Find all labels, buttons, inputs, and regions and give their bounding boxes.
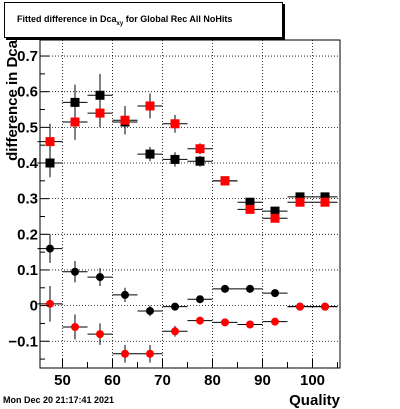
data-point-square: [45, 137, 55, 147]
data-point-circle: [96, 273, 104, 282]
data-point-circle: [146, 349, 154, 358]
data-point-circle: [321, 302, 329, 311]
data-point-square: [195, 144, 205, 154]
data-point-circle: [46, 299, 54, 308]
data-point-square: [270, 213, 280, 223]
data-point-square: [170, 154, 180, 164]
data-point-circle: [221, 284, 229, 293]
chart-title-prefix: Fitted difference in Dca: [17, 14, 117, 24]
data-point-square: [95, 90, 105, 100]
x-axis-title: Quality: [289, 392, 341, 409]
data-point-circle: [246, 284, 254, 293]
y-tick-label: 0.6: [17, 84, 38, 101]
data-point-circle: [171, 327, 179, 336]
x-tick-label: 50: [54, 372, 71, 389]
data-point-square: [120, 115, 130, 125]
data-point-square: [270, 206, 280, 216]
y-axis-title: difference in Dca: [4, 39, 21, 161]
chart-title-subscript: xy: [116, 20, 124, 27]
data-point-circle: [271, 289, 279, 298]
data-point-circle: [71, 267, 79, 276]
y-tick-label: 0.2: [17, 226, 38, 243]
x-tick-label: 80: [204, 372, 221, 389]
y-tick-label: 0.7: [17, 48, 38, 65]
data-point-circle: [221, 318, 229, 327]
y-tick-label: −0.1: [8, 333, 38, 350]
x-tick-label: 60: [104, 372, 121, 389]
data-point-circle: [171, 302, 179, 311]
data-point-square: [170, 119, 180, 129]
data-point-circle: [146, 306, 154, 315]
data-point-circle: [46, 244, 54, 253]
x-tick-label: 70: [154, 372, 171, 389]
chart-title: Fitted difference in Dcaxy for Global Re…: [17, 14, 232, 27]
data-point-square: [70, 117, 80, 127]
data-points: [37, 73, 338, 363]
y-tick-label: 0: [30, 298, 38, 315]
y-tick-label: 0.5: [17, 119, 38, 136]
data-point-circle: [121, 290, 129, 299]
data-point-square: [145, 149, 155, 159]
y-tick-label: 0.4: [17, 155, 39, 172]
y-tick-label: 0.1: [17, 262, 38, 279]
data-point-circle: [196, 295, 204, 304]
data-point-circle: [71, 323, 79, 331]
data-point-circle: [196, 316, 204, 325]
x-tick-label: 100: [300, 372, 325, 389]
chart-title-box: Fitted difference in Dcaxy for Global Re…: [4, 2, 283, 38]
data-point-square: [320, 197, 330, 207]
data-point-circle: [96, 330, 104, 339]
data-point-square: [295, 197, 305, 207]
data-point-square: [195, 156, 205, 166]
data-point-circle: [121, 349, 129, 358]
data-point-circle: [246, 320, 254, 329]
axes: 50 60 70 80 90 100 −0.1 0 0.1 0.2 0.3 0.4 0.5 0.6 0.7: [8, 39, 341, 389]
data-point-square: [70, 97, 80, 107]
data-point-square: [145, 101, 155, 111]
data-point-circle: [271, 317, 279, 326]
data-point-square: [295, 192, 305, 202]
data-point-square: [320, 192, 330, 202]
data-point-square: [245, 197, 255, 207]
plot-frame: [39, 39, 341, 369]
x-tick-label: 90: [254, 372, 271, 389]
data-point-square: [245, 204, 255, 214]
data-point-square: [95, 108, 105, 118]
grid-lines: [40, 40, 340, 368]
data-point-square: [220, 176, 230, 186]
data-point-square: [45, 158, 55, 168]
timestamp: Mon Dec 20 21:17:41 2021: [3, 395, 115, 405]
data-point-circle: [296, 302, 304, 311]
y-tick-label: 0.3: [17, 191, 38, 208]
chart-title-suffix: for Global Rec All NoHits: [123, 14, 233, 24]
